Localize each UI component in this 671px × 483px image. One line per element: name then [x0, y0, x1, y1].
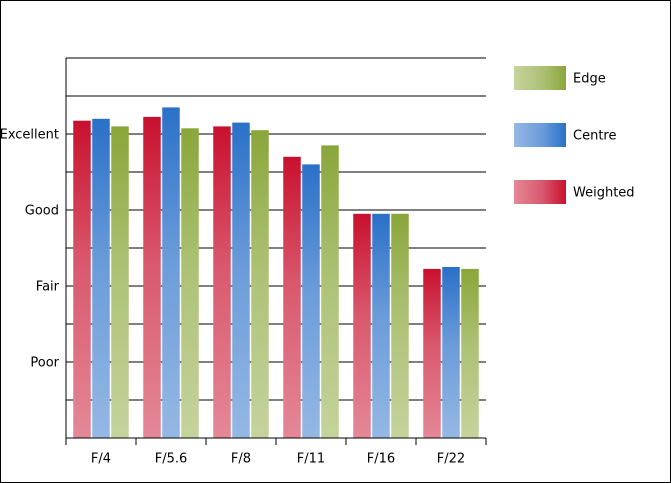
y-tick-label: Poor — [30, 356, 59, 371]
legend-label: Weighted — [573, 186, 635, 201]
y-tick-label: Excellent — [0, 128, 59, 143]
x-tick-label: F/4 — [91, 452, 111, 467]
bar — [251, 130, 269, 438]
bar — [461, 268, 479, 438]
bar — [73, 120, 91, 438]
bar — [353, 213, 371, 438]
bar — [302, 164, 320, 438]
bar — [181, 128, 199, 439]
bar — [232, 122, 250, 438]
bar — [213, 126, 231, 439]
x-tick-label: F/16 — [367, 452, 395, 467]
x-tick-label: F/11 — [297, 452, 325, 467]
bar — [423, 268, 441, 438]
x-tick-label: F/22 — [437, 452, 465, 467]
bar — [92, 118, 110, 439]
y-tick-label: Fair — [36, 280, 60, 295]
bar — [283, 156, 301, 439]
bar — [372, 213, 390, 438]
bar — [391, 213, 409, 438]
legend-label: Edge — [573, 72, 606, 87]
legend-label: Centre — [573, 129, 616, 144]
legend-swatch — [514, 123, 566, 147]
bar — [321, 145, 339, 438]
x-tick-label: F/5.6 — [155, 452, 188, 467]
bar — [442, 267, 460, 438]
legend-swatch — [514, 180, 566, 204]
bar — [111, 126, 129, 439]
y-tick-label: Good — [25, 204, 59, 219]
bar — [162, 107, 180, 439]
legend-swatch — [514, 66, 566, 90]
x-tick-label: F/8 — [231, 452, 251, 467]
bar — [143, 116, 161, 439]
